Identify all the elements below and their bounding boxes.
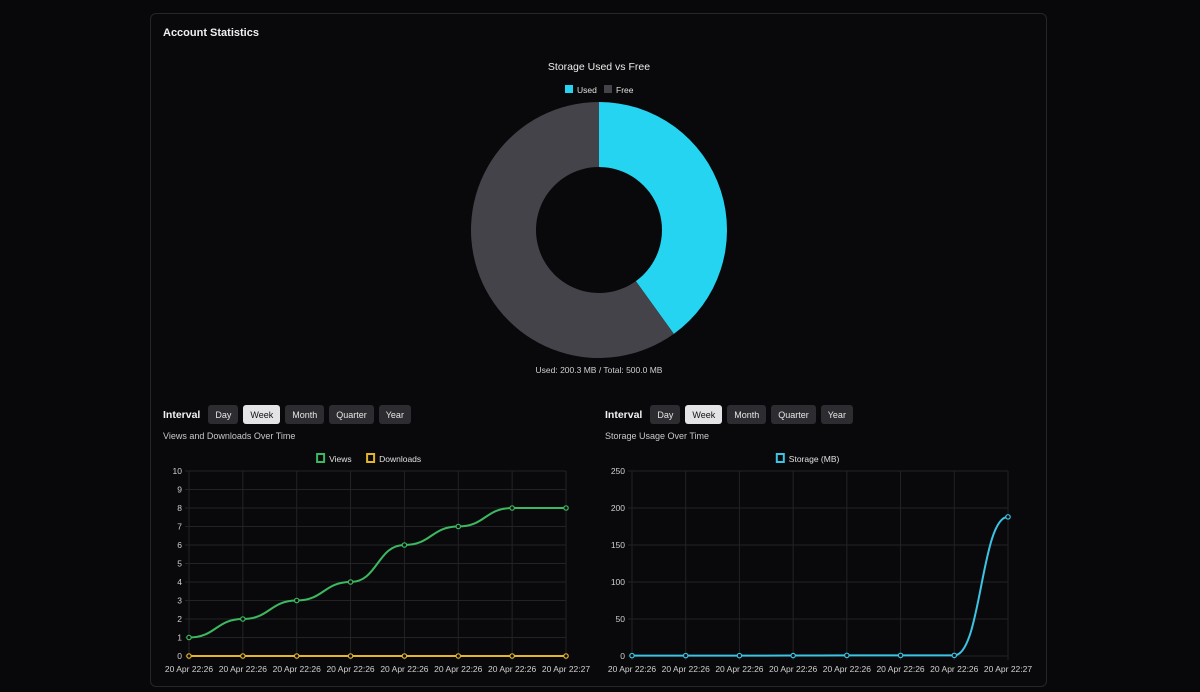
views-point-1-0 [186,653,192,659]
storage-point-0-5 [897,652,904,659]
views-point-1-1 [240,653,246,659]
storage-y-tick: 250 [611,466,625,476]
legend-swatch-used [565,85,573,93]
views-point-0-7 [563,505,569,511]
storage-point-0-3 [790,652,796,659]
left-interval-month-button[interactable]: Month [285,405,325,424]
storage-x-tick: 20 Apr 22:26 [662,664,710,674]
left-interval-week-button[interactable]: Week [243,405,281,424]
storage-point-0-0 [629,652,635,659]
storage-summary-text: Used: 200.3 MB / Total: 500.0 MB [536,365,663,375]
legend-swatch-free [604,85,612,93]
views-point-0-3 [347,579,354,585]
left-interval-day-button[interactable]: Day [208,405,239,424]
right-interval-day-button[interactable]: Day [650,405,681,424]
right-interval-year-button[interactable]: Year [820,405,853,424]
views-y-tick: 7 [177,522,182,532]
storage-y-tick: 100 [611,577,625,587]
views-legend-label-0: Views [329,454,352,464]
views-point-0-2 [293,597,300,604]
views-x-tick: 20 Apr 22:26 [273,664,321,674]
views-legend-label-1: Downloads [379,454,421,464]
storage-donut-chart: Storage Used vs Free Used Free Used: 200.3 … [470,61,727,375]
storage-usage-chart: Storage (MB) 0 50 100 150 200 250 20 Apr 22:26 2… [608,453,1032,674]
views-downloads-subtitle: Views and Downloads Over Time [163,431,296,441]
views-y-tick: 5 [177,559,182,569]
storage-legend-label-0: Storage (MB) [789,454,840,464]
views-y-tick: 10 [173,466,183,476]
views-series-line-0 [188,507,566,639]
storage-x-tick: 20 Apr 22:26 [930,664,978,674]
interval-label: Interval [605,408,643,421]
views-x-tick: 20 Apr 22:26 [488,664,536,674]
legend-label-free: Free [616,85,634,95]
card-title: Account Statistics [163,27,259,39]
donut-slice-used [599,102,727,334]
views-y-tick: 0 [177,651,182,661]
left-interval-year-button[interactable]: Year [378,405,411,424]
storage-y-tick: 0 [620,651,625,661]
storage-y-tick: 150 [611,540,625,550]
left-interval-row: Interval Day Week Month Quarter Year [163,405,411,424]
views-point-1-5 [455,653,462,659]
storage-point-0-7 [1005,514,1011,520]
storage-point-0-6 [951,652,958,659]
storage-y-tick: 50 [616,614,626,624]
views-y-tick: 2 [177,614,182,624]
views-point-0-5 [455,523,462,530]
views-y-tick: 8 [177,503,182,513]
storage-x-tick: 20 Apr 22:27 [984,664,1032,674]
views-x-tick: 20 Apr 22:26 [326,664,374,674]
legend-label-used: Used [577,85,597,95]
donut-title: Storage Used vs Free [548,61,650,73]
right-interval-quarter-button[interactable]: Quarter [771,405,816,424]
storage-x-tick: 20 Apr 22:26 [715,664,763,674]
views-y-tick: 9 [177,485,182,495]
storage-usage-subtitle: Storage Usage Over Time [605,431,710,441]
storage-x-tick: 20 Apr 22:26 [876,664,924,674]
views-point-0-1 [240,616,246,622]
views-point-0-4 [401,542,408,548]
storage-legend-swatch-0 [775,453,785,463]
storage-x-tick: 20 Apr 22:26 [608,664,656,674]
views-point-1-4 [401,653,408,659]
account-statistics-card: Account Statistics Storage Used vs Free U… [150,13,1047,687]
views-point-1-2 [293,653,300,659]
views-point-1-6 [509,653,515,659]
views-y-tick: 3 [177,596,182,606]
views-legend-swatch-0 [316,453,326,463]
storage-point-0-4 [844,652,850,659]
views-y-tick: 6 [177,540,182,550]
storage-x-tick: 20 Apr 22:26 [769,664,817,674]
left-interval-quarter-button[interactable]: Quarter [329,405,374,424]
storage-point-0-2 [736,652,743,659]
views-point-0-0 [186,634,192,641]
interval-label: Interval [163,408,201,421]
views-downloads-chart: Views Downloads 0 1 2 3 4 5 6 7 8 9 10 20 Apr 22:26 20… [165,453,590,674]
views-x-tick: 20 Apr 22:26 [165,664,213,674]
storage-x-tick: 20 Apr 22:26 [823,664,871,674]
right-interval-month-button[interactable]: Month [727,405,767,424]
views-point-0-6 [509,505,515,511]
storage-series-line-0 [631,515,1009,657]
storage-point-0-1 [682,652,689,659]
views-x-tick: 20 Apr 22:26 [434,664,482,674]
views-legend-swatch-1 [366,453,376,463]
views-y-tick: 4 [177,577,182,587]
views-y-tick: 1 [177,633,182,643]
views-x-tick: 20 Apr 22:26 [380,664,428,674]
storage-y-tick: 200 [611,503,625,513]
views-x-tick: 20 Apr 22:27 [542,664,590,674]
views-x-tick: 20 Apr 22:26 [219,664,267,674]
views-point-1-7 [563,653,569,659]
right-interval-row: Interval Day Week Month Quarter Year [605,405,853,424]
views-point-1-3 [347,653,354,659]
right-interval-week-button[interactable]: Week [685,405,723,424]
donut-slice-free [470,102,674,358]
